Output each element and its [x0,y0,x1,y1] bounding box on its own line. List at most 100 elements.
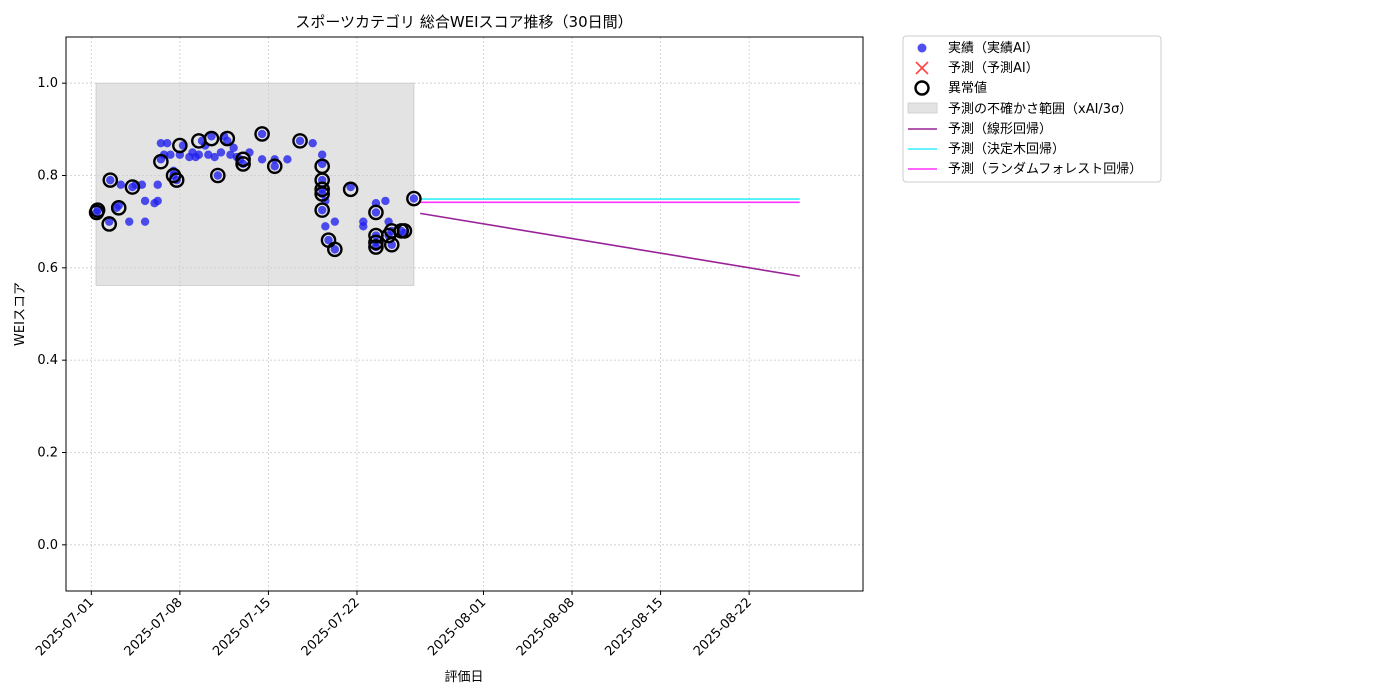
y-tick-label: 0.4 [37,353,58,368]
legend-label-prediction-ai: 予測（予測AI） [948,61,1039,76]
actual-point [140,217,150,226]
x-tick-label: 2025-07-08 [122,595,186,659]
legend-marker-actual [917,43,927,53]
y-axis-title: WEIスコア [13,282,28,346]
actual-point [317,159,327,169]
x-tick-label: 2025-08-22 [691,595,755,659]
actual-point [257,155,267,164]
anomaly-marker [314,181,330,198]
x-tick-label: 2025-08-01 [425,595,489,659]
y-tick-label: 1.0 [37,76,58,91]
prediction-line-3 [420,212,800,277]
actual-point [330,217,340,226]
actual-point [213,171,223,180]
actual-point [270,162,279,171]
anomaly-marker [153,153,169,170]
actual-point [204,150,213,159]
actual-point [295,136,305,146]
actual-point [156,138,166,148]
legend-label-actual: 実績（実績AI） [948,40,1039,56]
actual-point [114,201,123,210]
legend-item-actual: 実績（実績AI） [917,40,1039,56]
anomaly-marker [110,200,127,216]
actual-point [317,205,327,215]
y-tick-label: 0.2 [37,446,58,461]
anomaly-marker [314,202,330,218]
actual-point [226,150,235,159]
uncertainty-band [95,82,415,286]
legend-label-tree: 予測（決定木回帰） [948,141,1065,157]
anomaly-marker [368,204,384,221]
actual-point [317,150,327,159]
actual-point [409,194,419,203]
actual-point [257,129,267,139]
plot-area [65,36,864,592]
anomaly-marker [368,234,384,251]
x-axis: 2025-07-01 2025-07-08 2025-07-15 2025-07-22… [33,591,755,659]
anomaly-marker [101,216,118,232]
anomaly-marker [124,179,141,195]
legend: 実績（実績AI） 予測（予測AI） 異常値 予測の不確かさ範囲（xAI/3σ） … [902,35,1162,183]
legend-item-forest: 予測（ランダムフォレスト回帰） [908,161,1142,177]
legend-label-anomaly: 異常値 [948,80,987,96]
anomaly-marker [266,158,283,175]
actual-point [216,148,226,157]
anomaly-marker [203,130,220,147]
anomaly-marker [89,202,106,218]
actual-point [308,138,317,148]
actual-point [359,222,368,231]
actual-point [153,196,162,206]
actual-point [210,152,219,162]
anomaly-marker [396,223,413,239]
legend-label-uncertainty: 予測の不確かさ範囲（xAI/3σ） [948,101,1132,117]
anomaly-marker [406,190,422,207]
x-tick-label: 2025-08-08 [514,595,578,659]
actual-point [116,180,126,189]
actual-point [283,155,292,164]
anomaly-marker [327,241,343,258]
anomaly-marker [210,167,226,184]
y-axis: 0.0 0.2 0.4 0.6 0.8 1.0 [37,76,66,553]
legend-item-uncertainty: 予測の不確かさ範囲（xAI/3σ） [907,101,1132,117]
actual-point [153,180,162,189]
actual-point [346,182,355,192]
actual-point [324,235,333,245]
legend-marker-anomaly [914,80,930,96]
uncertainty-band-layer [95,82,415,286]
actual-point [381,196,390,206]
actual-point [229,143,238,152]
x-axis-title: 評価日 [444,670,483,685]
actual-point [166,150,175,159]
x-tick-label: 2025-07-15 [210,595,274,659]
legend-marker-x-b [915,61,929,75]
legend-frame [902,35,1162,183]
grid-layer [66,37,863,591]
legend-label-linear: 予測（線形回帰） [948,121,1052,137]
anomaly-rings-layer [88,126,422,258]
anomaly-marker [254,126,270,142]
chart-title: スポーツカテゴリ 総合WEIスコア推移（30日間） [295,13,632,31]
legend-item-anomaly: 異常値 [914,80,987,96]
anomaly-marker [292,133,308,149]
legend-item-prediction-ai: 予測（予測AI） [915,61,1039,76]
actual-point [223,136,232,146]
anomaly-marker [172,137,188,154]
anomaly-marker [314,186,330,202]
anomaly-marker [368,239,384,255]
anomaly-marker [235,156,251,172]
actual-point [321,222,330,231]
y-tick-label: 0.0 [37,538,58,553]
actual-point [330,245,340,254]
anomaly-marker [235,151,251,168]
legend-marker-uncertainty [907,102,938,114]
actual-point [105,217,114,226]
legend-item-tree: 予測（決定木回帰） [908,141,1065,157]
anomaly-marker [168,172,185,188]
actual-point [194,150,204,159]
y-tick-label: 0.6 [37,261,58,276]
prediction-lines-layer [420,198,800,277]
actual-point [106,175,115,185]
actual-point [140,196,150,206]
actual-point [207,132,216,141]
